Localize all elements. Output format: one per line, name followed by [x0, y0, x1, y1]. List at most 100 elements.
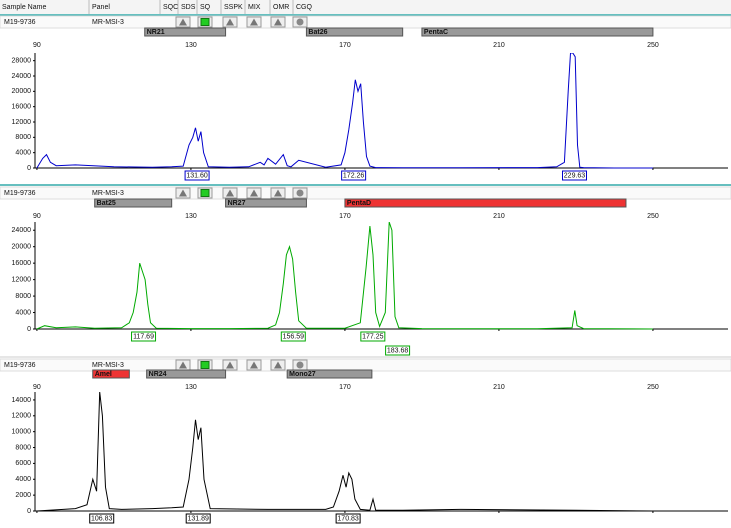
quality-flag	[250, 18, 258, 26]
x-tick-label: 170	[339, 213, 351, 220]
trace	[36, 392, 653, 512]
peak-label-box	[341, 170, 367, 181]
column-header[interactable]: SQO	[163, 4, 179, 11]
y-tick-label: 16000	[12, 260, 32, 267]
y-tick-label: 24000	[12, 227, 32, 234]
y-tick-label: 10000	[12, 429, 32, 436]
quality-flag	[179, 189, 187, 197]
peak-label-box	[89, 513, 115, 524]
column-header[interactable]: MIX	[248, 4, 261, 11]
sample-name[interactable]: M19-9736	[4, 362, 36, 369]
peak-label[interactable]: 177.25	[362, 333, 384, 340]
y-tick-label: 12000	[12, 119, 32, 126]
marker-name: NR21	[147, 29, 165, 36]
sample-name[interactable]: M19-9736	[4, 19, 36, 26]
peak-label[interactable]: 131.89	[187, 515, 209, 522]
column-header[interactable]: Panel	[92, 4, 110, 11]
peak-label[interactable]: 117.69	[133, 333, 154, 340]
x-tick-label: 130	[185, 213, 197, 220]
marker-bin[interactable]	[305, 27, 404, 37]
peak-label-box	[335, 513, 361, 524]
quality-flag	[200, 18, 210, 26]
x-tick-label: 170	[339, 384, 351, 391]
peak-label[interactable]: 183.68	[387, 347, 409, 354]
y-tick-label: 2000	[15, 492, 31, 499]
x-tick-label: 170	[339, 42, 351, 49]
y-tick-label: 0	[27, 165, 31, 172]
marker-bin[interactable]	[92, 369, 130, 379]
marker-bin[interactable]	[146, 369, 227, 379]
marker-name: Bat25	[97, 200, 116, 207]
quality-flag	[200, 189, 210, 197]
marker-bin[interactable]	[286, 369, 373, 379]
peak-label-box	[385, 345, 411, 356]
peak-label-box	[184, 170, 210, 181]
peak-label[interactable]: 106.83	[91, 515, 113, 522]
trace	[36, 222, 653, 330]
x-tick-label: 130	[185, 384, 197, 391]
x-tick-label: 90	[33, 42, 41, 49]
column-header[interactable]: SQ	[200, 4, 211, 11]
y-tick-label: 4000	[15, 150, 31, 157]
marker-name: NR24	[149, 371, 167, 378]
x-tick-label: 210	[493, 213, 505, 220]
quality-flag	[296, 189, 304, 197]
y-tick-label: 8000	[15, 444, 31, 451]
quality-flag	[274, 18, 282, 26]
peak-label[interactable]: 170.83	[337, 515, 359, 522]
column-header[interactable]: CGQ	[296, 4, 313, 11]
quality-flag	[179, 361, 187, 369]
quality-flag	[250, 189, 258, 197]
y-tick-label: 28000	[12, 58, 32, 65]
y-tick-label: 24000	[12, 73, 32, 80]
x-tick-label: 250	[647, 42, 659, 49]
y-tick-label: 8000	[15, 293, 31, 300]
y-tick-label: 8000	[15, 134, 31, 141]
quality-flag	[200, 361, 210, 369]
marker-name: Bat26	[308, 29, 327, 36]
y-tick-label: 20000	[12, 244, 32, 251]
peak-label[interactable]: 172.26	[343, 172, 365, 179]
peak-label[interactable]: 156.59	[283, 333, 305, 340]
y-tick-label: 12000	[12, 413, 32, 420]
peak-label-box	[185, 513, 211, 524]
x-tick-label: 130	[185, 42, 197, 49]
column-header[interactable]: Sample Name	[2, 4, 46, 11]
x-tick-label: 250	[647, 213, 659, 220]
y-tick-label: 14000	[12, 397, 32, 404]
marker-bin[interactable]	[344, 198, 627, 208]
column-header[interactable]: SSPK	[224, 4, 243, 11]
peak-label-box	[562, 170, 588, 181]
quality-flag	[274, 189, 282, 197]
y-tick-label: 16000	[12, 104, 32, 111]
peak-label[interactable]: 229.63	[564, 172, 586, 179]
column-header[interactable]: OMR	[273, 4, 289, 11]
quality-flag	[226, 189, 234, 197]
peak-label-box	[280, 331, 306, 342]
panel-name: MR-MSI-3	[92, 362, 124, 369]
panel-name: MR-MSI-3	[92, 19, 124, 26]
marker-name: Mono27	[289, 371, 316, 378]
y-tick-label: 6000	[15, 460, 31, 467]
y-tick-label: 0	[27, 508, 31, 515]
marker-name: PentaC	[424, 29, 448, 36]
y-tick-label: 0	[27, 326, 31, 333]
x-tick-label: 250	[647, 384, 659, 391]
peak-label-box	[131, 331, 157, 342]
marker-bin[interactable]	[144, 27, 227, 37]
x-tick-label: 210	[493, 42, 505, 49]
marker-bin[interactable]	[225, 198, 307, 208]
header-bar	[0, 0, 731, 14]
marker-bin[interactable]	[421, 27, 654, 37]
quality-flag	[179, 18, 187, 26]
quality-flag	[226, 18, 234, 26]
x-tick-label: 90	[33, 213, 41, 220]
marker-bin[interactable]	[94, 198, 173, 208]
y-tick-label: 4000	[15, 476, 31, 483]
column-header[interactable]: SDS	[181, 4, 196, 11]
trace	[36, 53, 653, 169]
sample-name[interactable]: M19-9736	[4, 190, 36, 197]
peak-label[interactable]: 131.60	[186, 172, 208, 179]
